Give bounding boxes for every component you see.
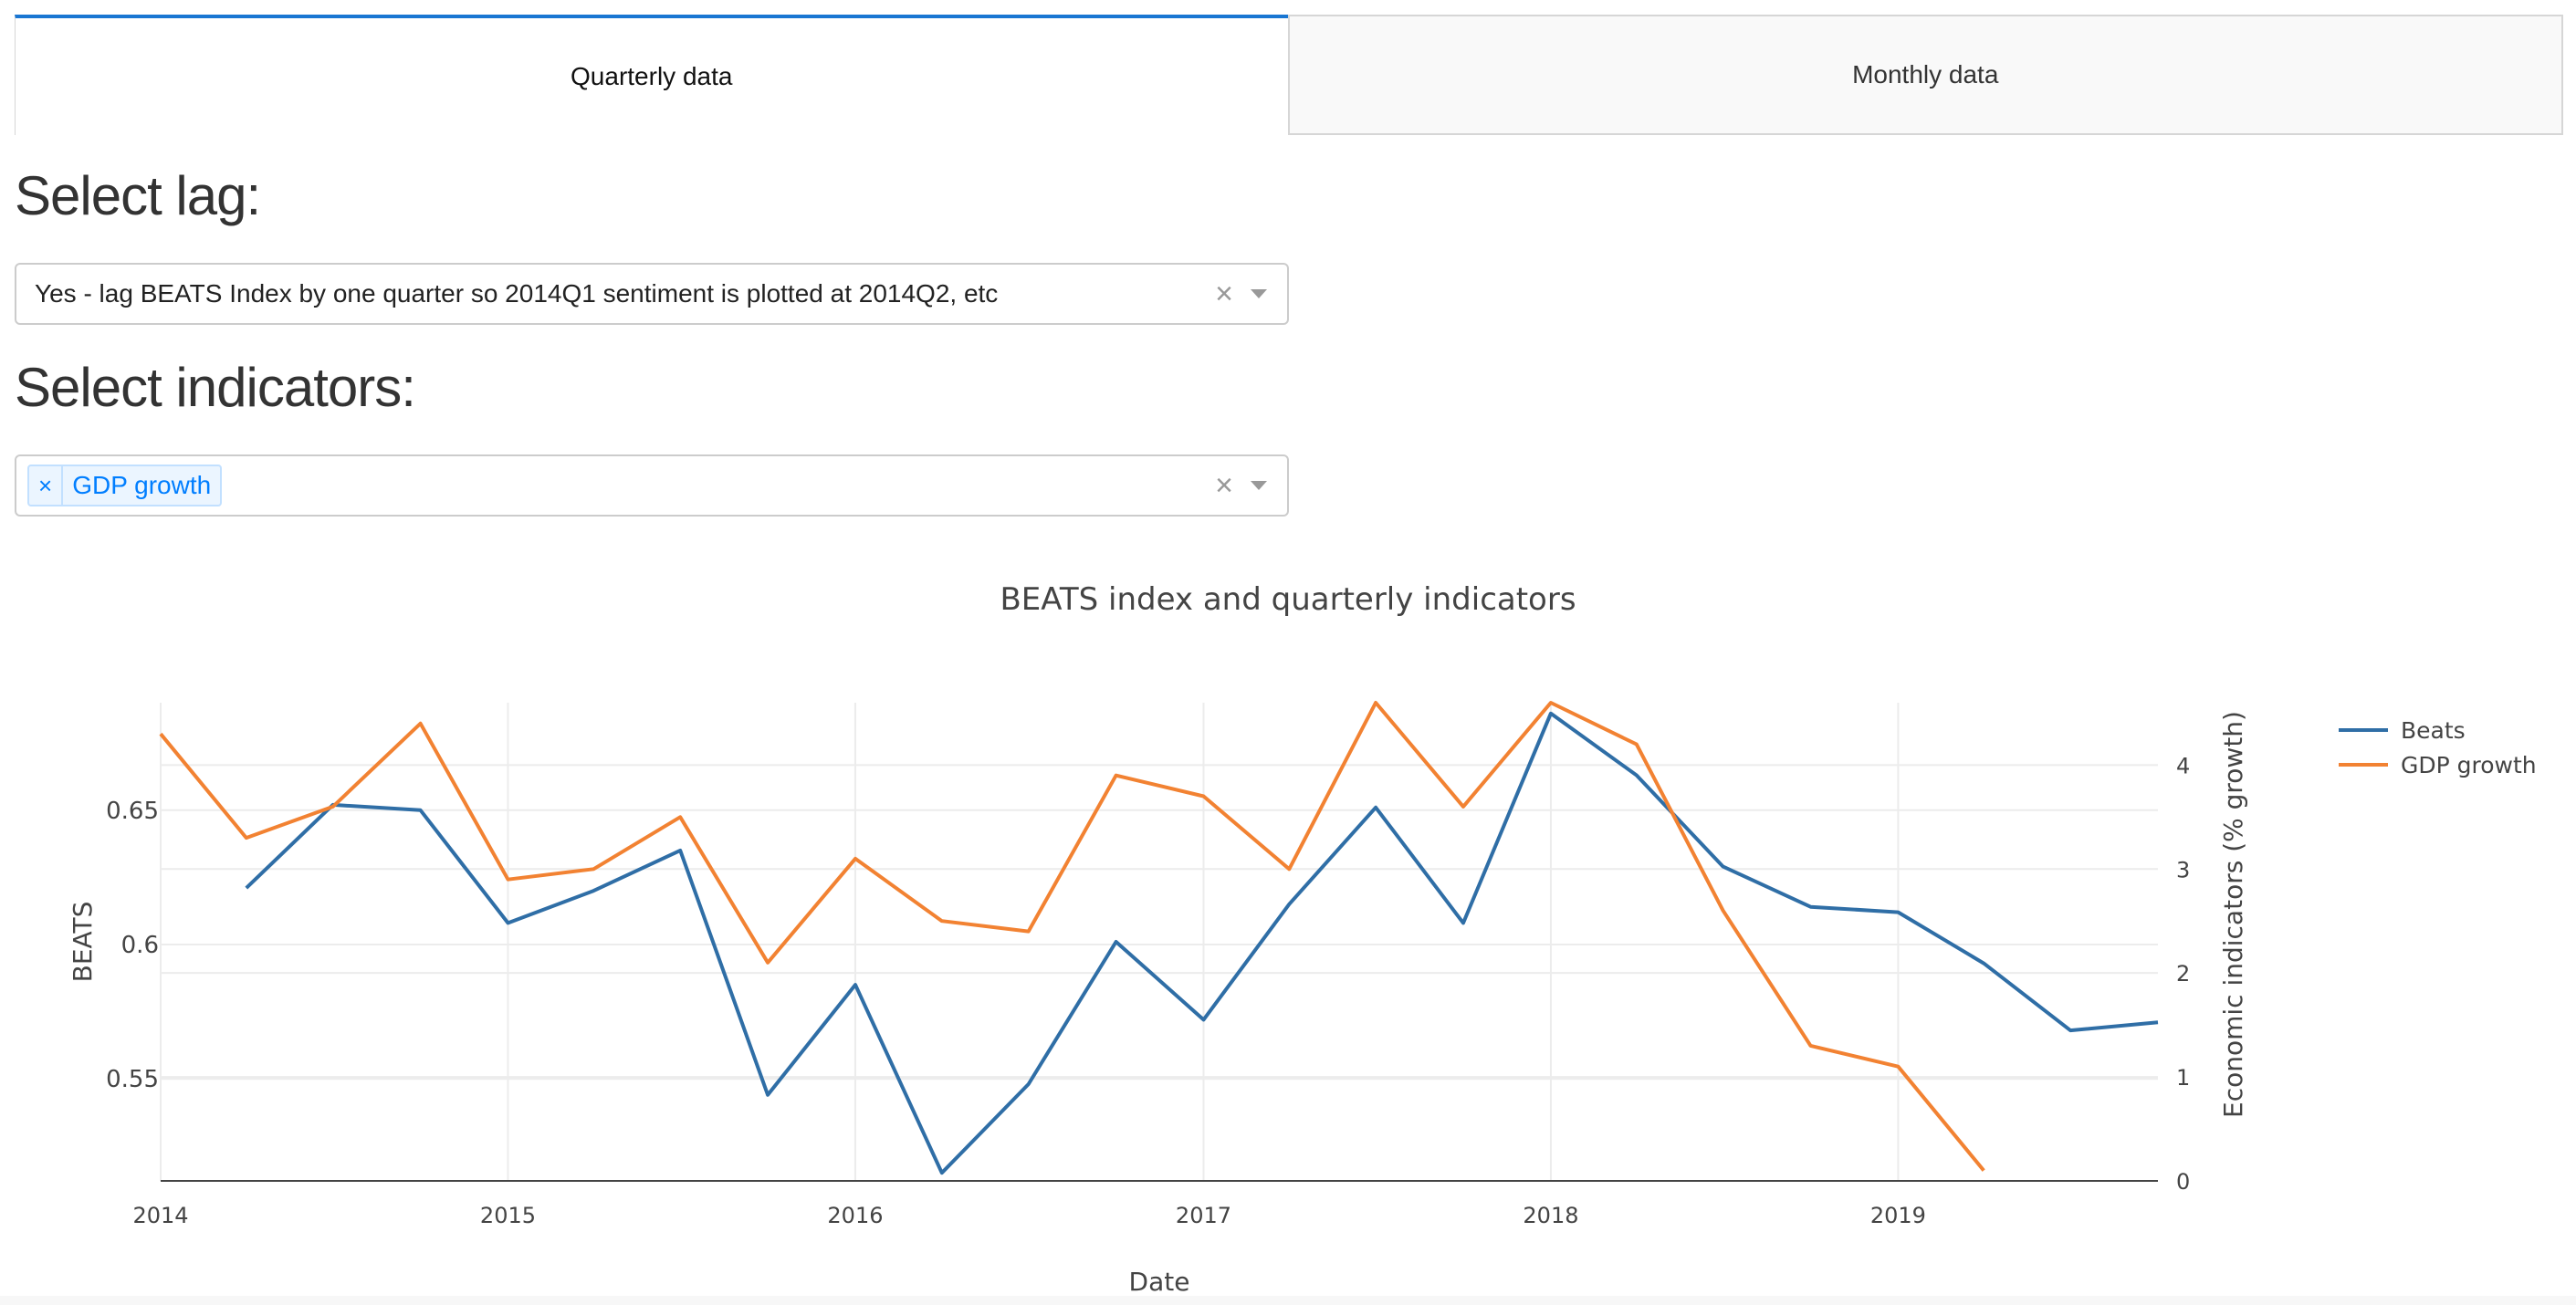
x-tick-label: 2014 bbox=[132, 1203, 188, 1228]
y2-tick-label: 1 bbox=[2176, 1065, 2190, 1091]
beats-chart: BEATS index and quarterly indicators2014… bbox=[68, 581, 2537, 1296]
clear-icon[interactable]: × bbox=[1215, 467, 1233, 503]
x-tick-label: 2018 bbox=[1523, 1203, 1578, 1228]
chevron-down-icon[interactable] bbox=[1251, 481, 1267, 490]
x-tick-label: 2017 bbox=[1176, 1203, 1231, 1228]
x-tick-label: 2016 bbox=[827, 1203, 883, 1228]
x-axis-title: Date bbox=[1129, 1267, 1190, 1296]
selected-tags: × GDP growth bbox=[27, 465, 1210, 506]
tag-remove-icon[interactable]: × bbox=[29, 466, 64, 505]
y2-axis-title: Economic indicators (% growth) bbox=[2218, 711, 2248, 1118]
lag-dropdown[interactable]: Yes - lag BEATS Index by one quarter so … bbox=[15, 263, 1289, 325]
x-tick-label: 2019 bbox=[1870, 1203, 1926, 1228]
tag-label: GDP growth bbox=[72, 471, 212, 499]
y-tick-label: 0.55 bbox=[106, 1066, 159, 1093]
x-tick-label: 2015 bbox=[480, 1203, 536, 1228]
y-axis-title: BEATS bbox=[68, 902, 98, 983]
tab-monthly-data[interactable]: Monthly data bbox=[1287, 15, 2563, 135]
lag-selected-value: Yes - lag BEATS Index by one quarter so … bbox=[35, 279, 999, 308]
y2-tick-label: 0 bbox=[2176, 1169, 2190, 1195]
tab-bar: Quarterly data Monthly data bbox=[15, 15, 2563, 135]
series-line-gdp-growth bbox=[159, 701, 1985, 1172]
y2-tick-label: 3 bbox=[2176, 857, 2190, 882]
indicators-multiselect[interactable]: × GDP growth × bbox=[15, 454, 1289, 517]
series-line-beats bbox=[245, 711, 2159, 1175]
legend-label: Beats bbox=[2401, 717, 2466, 744]
y-tick-label: 0.6 bbox=[121, 932, 159, 959]
chevron-down-icon[interactable] bbox=[1251, 289, 1267, 298]
y2-tick-label: 4 bbox=[2176, 753, 2190, 778]
clear-icon[interactable]: × bbox=[1215, 276, 1233, 311]
y-tick-label: 0.65 bbox=[106, 798, 159, 825]
legend-label: GDP growth bbox=[2401, 752, 2537, 778]
tab-quarterly-data[interactable]: Quarterly data bbox=[15, 15, 1288, 135]
y2-tick-label: 2 bbox=[2176, 961, 2190, 987]
select-indicators-heading: Select indicators: bbox=[15, 357, 416, 418]
page-footer-strip bbox=[0, 1296, 2576, 1305]
select-lag-heading: Select lag: bbox=[15, 165, 261, 226]
chart-title: BEATS index and quarterly indicators bbox=[1000, 581, 1576, 618]
tag-gdp-growth: × GDP growth bbox=[27, 465, 223, 506]
